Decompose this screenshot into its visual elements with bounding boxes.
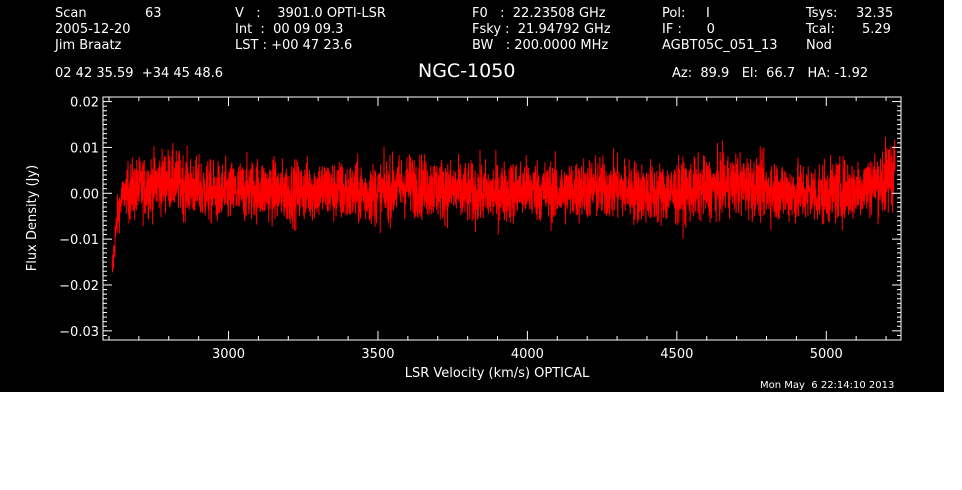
y-tick-label: −0.03: [59, 325, 99, 340]
y-axis-label: Flux Density (Jy): [25, 165, 40, 271]
plot-timestamp: Mon May 6 22:14:10 2013: [760, 380, 895, 391]
tsys-value: 32.35: [856, 6, 894, 21]
x-tick-label: 5000: [810, 347, 843, 362]
plot-frame: [102, 96, 902, 341]
procedure-name: Nod: [806, 38, 832, 53]
y-tick-label: −0.02: [59, 279, 99, 294]
y-tick-label: 0.00: [70, 187, 99, 202]
project-id: AGBT05C_051_13: [662, 38, 778, 53]
x-tick-label: 4500: [660, 347, 693, 362]
tcal-label: Tcal:: [806, 22, 835, 37]
spectrum-line: [111, 136, 896, 273]
lst-time: LST : +00 47 23.6: [235, 38, 353, 53]
sky-frequency: Fsky : 21.94792 GHz: [472, 22, 611, 37]
polarization: Pol: I: [662, 6, 710, 21]
spectrum-chart: 3000 3500 4000 4500 5000 −0.03 −0.02 −0.01 0.00 0…: [25, 96, 902, 381]
y-tick-label: 0.02: [70, 96, 99, 111]
x-tick-label: 4000: [511, 347, 544, 362]
scan-number: 63: [145, 6, 162, 21]
x-axis-label: LSR Velocity (km/s) OPTICAL: [405, 366, 590, 381]
velocity-info: V : 3901.0 OPTI-LSR: [235, 6, 386, 21]
observation-date: 2005-12-20: [55, 22, 131, 37]
pointing-info: Az: 89.9 El: 66.7 HA: -1.92: [672, 66, 869, 81]
y-tick-label: −0.01: [59, 233, 99, 248]
source-coordinates: 02 42 35.59 +34 45 48.6: [55, 66, 224, 81]
observer-name: Jim Braatz: [55, 38, 122, 53]
rest-frequency: F0 : 22.23508 GHz: [472, 6, 606, 21]
x-tick-label: 3000: [212, 347, 245, 362]
y-tick-label: 0.01: [70, 141, 99, 156]
x-tick-label: 3500: [361, 347, 394, 362]
tsys-label: Tsys:: [806, 6, 838, 21]
tcal-value: 5.29: [862, 22, 891, 37]
if-number: IF : 0: [662, 22, 715, 37]
bandwidth: BW : 200.0000 MHz: [472, 38, 609, 53]
scan-label: Scan: [55, 6, 87, 21]
integration-time: Int : 00 09 09.3: [235, 22, 344, 37]
chart-title: NGC-1050: [418, 60, 516, 82]
